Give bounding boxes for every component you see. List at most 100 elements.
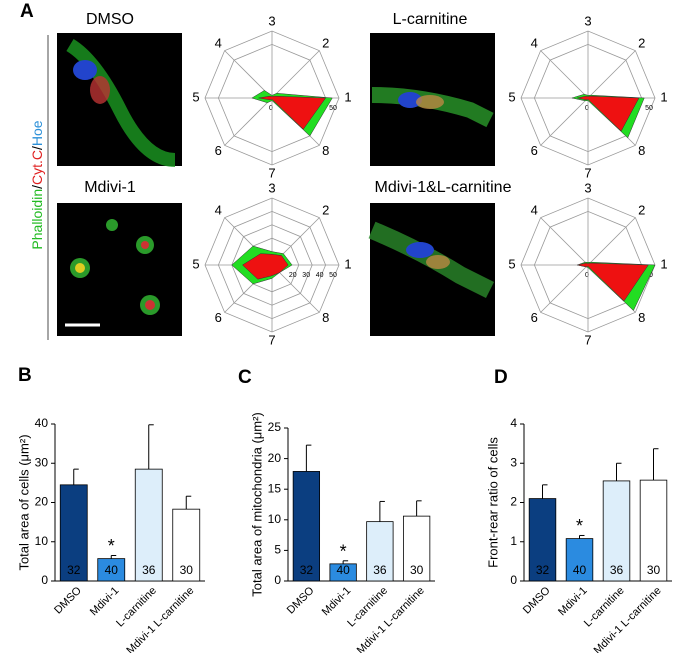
axis-label: 4 xyxy=(215,203,222,218)
axis-label: 3 xyxy=(584,13,591,28)
axis-label: 6 xyxy=(215,143,222,158)
x-tick-label: DMSO xyxy=(52,584,84,616)
x-tick-label: Mdivi-1 L-carnitine xyxy=(592,585,664,653)
asterisk: * xyxy=(340,542,347,562)
spoke xyxy=(540,97,589,146)
y-tick-label: 30 xyxy=(35,455,49,469)
spoke xyxy=(540,50,589,99)
side-label-part: / xyxy=(29,185,45,189)
y-tick-label: 25 xyxy=(268,420,282,434)
radar-area xyxy=(242,253,289,280)
image-label: DMSO xyxy=(86,11,134,28)
y-tick-label: 10 xyxy=(35,534,49,548)
x-tick-label: DMSO xyxy=(285,584,317,616)
x-tick-label: DMSO xyxy=(521,584,553,616)
axis-label: 2 xyxy=(322,203,329,218)
bar xyxy=(329,563,357,582)
axis-label: 8 xyxy=(638,143,645,158)
y-tick-label: 20 xyxy=(268,451,282,465)
x-tick-label: Mdivi-1 xyxy=(556,585,590,619)
y-tick-label: 0 xyxy=(274,573,281,587)
y-tick-label: 2 xyxy=(510,495,517,509)
radar-area xyxy=(577,262,649,302)
y-tick-label: 5 xyxy=(274,543,281,557)
y-axis-label: Total area of cells (μm²) xyxy=(16,434,31,570)
asterisk: * xyxy=(108,536,115,556)
n-label: 36 xyxy=(373,563,387,577)
r-tick-label: 0 xyxy=(269,105,273,112)
bar xyxy=(59,484,88,582)
axis-label: 4 xyxy=(215,36,222,51)
n-label: 30 xyxy=(410,563,424,577)
spoke xyxy=(587,217,636,266)
axis-label: 1 xyxy=(660,89,667,104)
r-tick-label: 50 xyxy=(329,105,337,112)
axis-label: 5 xyxy=(508,89,515,104)
panel-label: C xyxy=(238,367,252,388)
axis-label: 7 xyxy=(584,165,591,180)
axis-label: 8 xyxy=(322,143,329,158)
image-label: Mdivi-1&L-carnitine xyxy=(375,179,512,196)
panel-label: D xyxy=(494,367,508,388)
bar xyxy=(602,480,631,582)
y-tick-label: 0 xyxy=(510,573,517,587)
axis-label: 1 xyxy=(344,256,351,271)
side-label-part: Hoe xyxy=(29,120,45,146)
n-label: 40 xyxy=(336,563,350,577)
bar xyxy=(172,508,201,582)
y-tick-label: 10 xyxy=(268,512,282,526)
r-tick-label: 50 xyxy=(329,272,337,279)
r-tick-label: 50 xyxy=(645,105,653,112)
radar-area xyxy=(258,95,327,130)
image-label: L-carnitine xyxy=(393,11,468,28)
axis-label: 7 xyxy=(268,165,275,180)
micrograph xyxy=(57,33,182,167)
axis-label: 2 xyxy=(322,36,329,51)
axis-label: 8 xyxy=(322,310,329,325)
image-label: Mdivi-1 xyxy=(84,179,136,196)
asterisk: * xyxy=(576,516,583,536)
y-tick-label: 0 xyxy=(41,573,48,587)
n-label: 30 xyxy=(180,563,194,577)
spoke xyxy=(540,217,589,266)
bar xyxy=(134,468,163,582)
bar xyxy=(292,471,321,582)
y-tick-label: 15 xyxy=(268,481,282,495)
bar xyxy=(565,538,594,582)
y-tick-label: 3 xyxy=(510,455,517,469)
axis-label: 2 xyxy=(638,36,645,51)
n-label: 40 xyxy=(573,563,587,577)
bar xyxy=(528,498,557,582)
y-axis-label: Front-rear ratio of cells xyxy=(485,437,500,568)
bar xyxy=(366,521,394,582)
r-tick-label: 20 xyxy=(289,272,297,279)
x-tick-label: Mdivi-1 L-carnitine xyxy=(124,585,196,653)
spoke xyxy=(587,50,636,99)
radar-area xyxy=(577,95,640,132)
axis-label: 5 xyxy=(192,89,199,104)
r-tick-label: 40 xyxy=(316,272,324,279)
y-tick-label: 1 xyxy=(510,534,517,548)
axis-label: 7 xyxy=(584,332,591,347)
side-label-part: Phalloidin xyxy=(29,189,45,250)
axis-label: 6 xyxy=(531,143,538,158)
micrograph xyxy=(368,203,495,336)
axis-label: 6 xyxy=(531,310,538,325)
axis-label: 4 xyxy=(531,203,538,218)
spoke xyxy=(271,50,320,99)
bar xyxy=(97,558,126,582)
n-label: 30 xyxy=(647,563,661,577)
micrograph xyxy=(57,203,182,336)
axis-label: 6 xyxy=(215,310,222,325)
spoke xyxy=(224,97,273,146)
axis-label: 3 xyxy=(268,180,275,195)
n-label: 32 xyxy=(67,563,81,577)
side-label: Phalloidin/Cyt.C/Hoe xyxy=(29,120,45,249)
n-label: 40 xyxy=(105,563,119,577)
axis-label: 7 xyxy=(268,332,275,347)
axis-label: 1 xyxy=(344,89,351,104)
spoke xyxy=(540,264,589,313)
panel-label: B xyxy=(18,365,32,386)
side-label-part: / xyxy=(29,146,45,150)
